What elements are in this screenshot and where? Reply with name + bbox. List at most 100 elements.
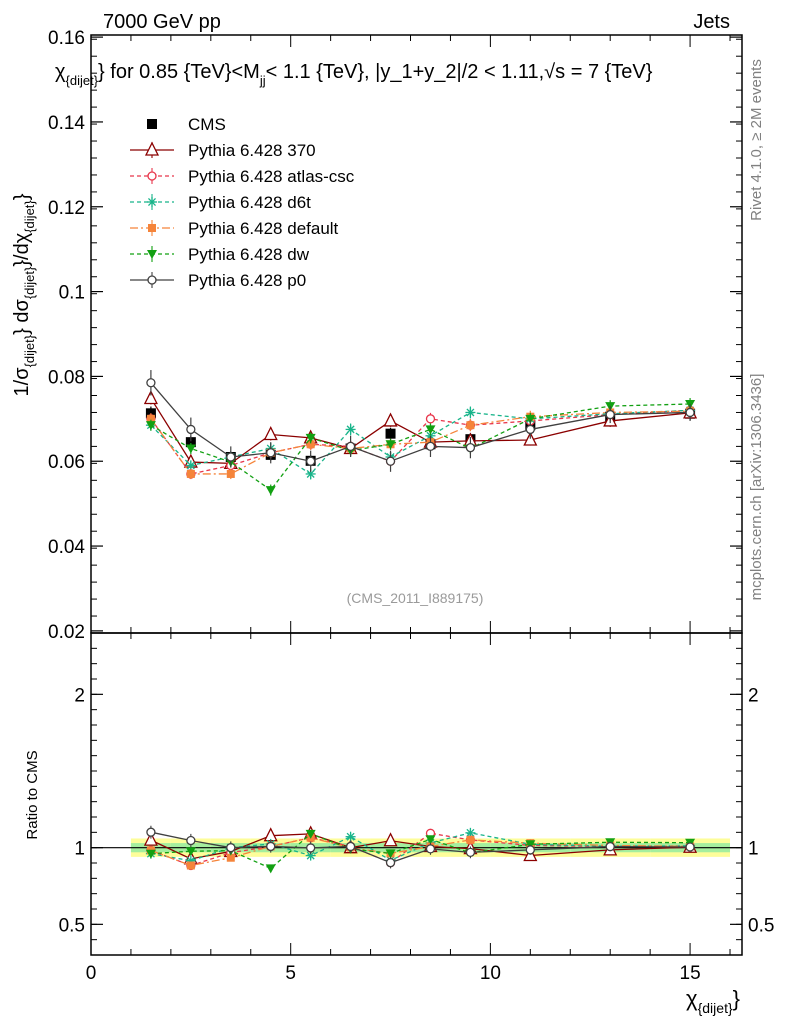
star-stroke: [186, 461, 195, 470]
ratio-plot-area: 0 5 10 15 0.5 0.5 1 1 2 2: [59, 632, 774, 984]
legend-label-pythia-6-428-atlas-csc: Pythia 6.428 atlas-csc: [188, 167, 355, 186]
y-axis-label: 1/σ{dijet}} dσ{dijet}}/dχ{dijet}}: [11, 193, 37, 396]
star-stroke: [346, 832, 355, 841]
series-point-pythia-6-428-dw: [305, 433, 316, 443]
ratio-point-pythia-6-428-370: [263, 827, 278, 842]
x-axis-label: χ{dijet}}: [686, 986, 740, 1016]
y-tick-label: 0.02: [48, 622, 85, 643]
ratio-line-pythia-6-428-p0: [150, 831, 691, 864]
series-point-pythia-6-428-p0: [425, 441, 436, 452]
series-point-pythia-6-428-dw: [265, 486, 276, 496]
ratio-point-pythia-6-428-p0: [525, 845, 535, 855]
ratio-line-pythia-6-428-atlas-csc: [150, 832, 691, 867]
series-point-pythia-6-428-370: [263, 426, 278, 441]
ratio-point-pythia-6-428-p0: [345, 841, 356, 852]
series-point-pythia-6-428-dw: [425, 425, 436, 435]
ratio-point-pythia-6-428-p0: [146, 827, 156, 837]
legend-marker-cms: [147, 119, 157, 129]
ratio-point-pythia-6-428-p0: [385, 858, 396, 868]
star-stroke: [346, 425, 355, 434]
y-tick-label: 0.06: [48, 452, 85, 473]
series-point-pythia-6-428-p0: [306, 456, 316, 466]
series-point-pythia-6-428-p0: [266, 448, 276, 458]
series-point-pythia-6-428-d6t: [305, 468, 316, 479]
y-tick-label: 0.16: [48, 28, 85, 49]
series-point-pythia-6-428-dw: [145, 421, 156, 431]
header-energy: 7000 GeV pp: [103, 11, 221, 33]
series-point-pythia-6-428-default: [226, 469, 235, 478]
data-point: [385, 428, 396, 439]
main-plot-area: 0.02 0.04 0.06 0.08 0.1 0.12 0.14 0.16: [48, 28, 743, 643]
legend-label-pythia-6-428-d6t: Pythia 6.428 d6t: [188, 193, 311, 212]
legend-marker-pythia-6-428-d6t: [147, 197, 157, 207]
series-point-pythia-6-428-370: [523, 431, 538, 446]
star-stroke: [306, 469, 315, 478]
series-point-pythia-6-428-p0: [186, 424, 196, 435]
ratio-tick-label: 1: [74, 839, 85, 860]
y-tick-label: 0.1: [59, 283, 85, 304]
ratio-point-pythia-6-428-p0: [425, 844, 436, 854]
chart-title: χ{dijet}} for 0.85 {TeV}<Mjj< 1.1 {TeV},…: [55, 61, 653, 88]
ratio-point-pythia-6-428-default: [186, 861, 195, 870]
series-point-pythia-6-428-default: [466, 421, 475, 430]
data-point: [185, 437, 196, 448]
ratio-tick-label: 0.5: [59, 915, 85, 936]
star-stroke: [148, 198, 156, 206]
legend-marker-pythia-6-428-370: [144, 141, 160, 156]
series-point-pythia-6-428-d6t: [185, 460, 196, 471]
series-point-pythia-6-428-default: [306, 440, 315, 449]
ratio-point-pythia-6-428-dw: [145, 849, 156, 859]
series-point-pythia-6-428-370: [143, 390, 158, 405]
ratio-point-pythia-6-428-dw: [265, 864, 276, 874]
ratio-tick-label: 2: [74, 685, 85, 706]
mcplots-credit: mcplots.cern.ch [arXiv:1306.3436]: [748, 374, 765, 601]
ratio-point-pythia-6-428-dw: [425, 835, 436, 845]
ratio-point-pythia-6-428-d6t: [345, 831, 356, 842]
header-process: Jets: [693, 11, 730, 33]
legend-marker-pythia-6-428-dw: [147, 250, 157, 259]
series-line-pythia-6-428-default: [150, 410, 691, 475]
series-point-pythia-6-428-p0: [605, 409, 615, 420]
legend: CMS Pythia 6.428 370 Pythia 6.428 atlas-cs…: [130, 115, 355, 290]
series-point-pythia-6-428-p0: [465, 443, 476, 453]
legend-label-cms: CMS: [188, 115, 226, 134]
y-tick-label: 0.04: [48, 537, 85, 558]
ratio-point-pythia-6-428-dw: [305, 829, 316, 839]
y-tick-label: 0.12: [48, 198, 85, 219]
star-stroke: [466, 408, 475, 417]
ratio-point-pythia-6-428-p0: [186, 835, 196, 846]
ratio-tick-label-right: 0.5: [748, 915, 774, 936]
ratio-point-pythia-6-428-370: [383, 832, 398, 847]
legend-marker-pythia-6-428-atlas-csc: [147, 171, 157, 181]
series-point-pythia-6-428-370: [383, 412, 398, 427]
series-point-pythia-6-428-dw: [525, 414, 536, 424]
x-tick-label: 15: [680, 963, 701, 984]
series-point-pythia-6-428-default: [186, 469, 195, 478]
ratio-point-pythia-6-428-370: [143, 831, 158, 846]
series-line-pythia-6-428-d6t: [150, 409, 691, 475]
series-point-pythia-6-428-p0: [685, 407, 695, 418]
ratio-point-pythia-6-428-p0: [685, 842, 695, 852]
legend-label-pythia-6-428-370: Pythia 6.428 370: [188, 141, 316, 160]
ratio-line-pythia-6-428-d6t: [150, 832, 691, 862]
y-tick-label: 0.14: [48, 113, 85, 134]
legend-marker-pythia-6-428-p0: [147, 275, 157, 285]
ratio-point-pythia-6-428-default: [226, 853, 235, 862]
series-point-pythia-6-428-p0: [525, 424, 535, 435]
ratio-point-pythia-6-428-dw: [185, 847, 196, 857]
star-stroke: [306, 851, 315, 860]
series-point-pythia-6-428-dw: [185, 444, 196, 454]
ratio-point-pythia-6-428-dw: [525, 840, 536, 850]
ratio-point-pythia-6-428-dw: [385, 849, 396, 859]
legend-label-pythia-6-428-default: Pythia 6.428 default: [188, 219, 339, 238]
series-point-pythia-6-428-default: [146, 414, 155, 423]
legend-marker-pythia-6-428-default: [148, 224, 156, 232]
ratio-line-pythia-6-428-370: [150, 833, 691, 860]
series-point-pythia-6-428-p0: [226, 452, 236, 462]
ratio-tick-label-right: 2: [748, 685, 759, 706]
ratio-frame: [90, 632, 743, 956]
ratio-point-pythia-6-428-default: [466, 835, 475, 844]
series-point-pythia-6-428-p0: [146, 378, 156, 388]
series-point-pythia-6-428-p0: [345, 441, 356, 452]
